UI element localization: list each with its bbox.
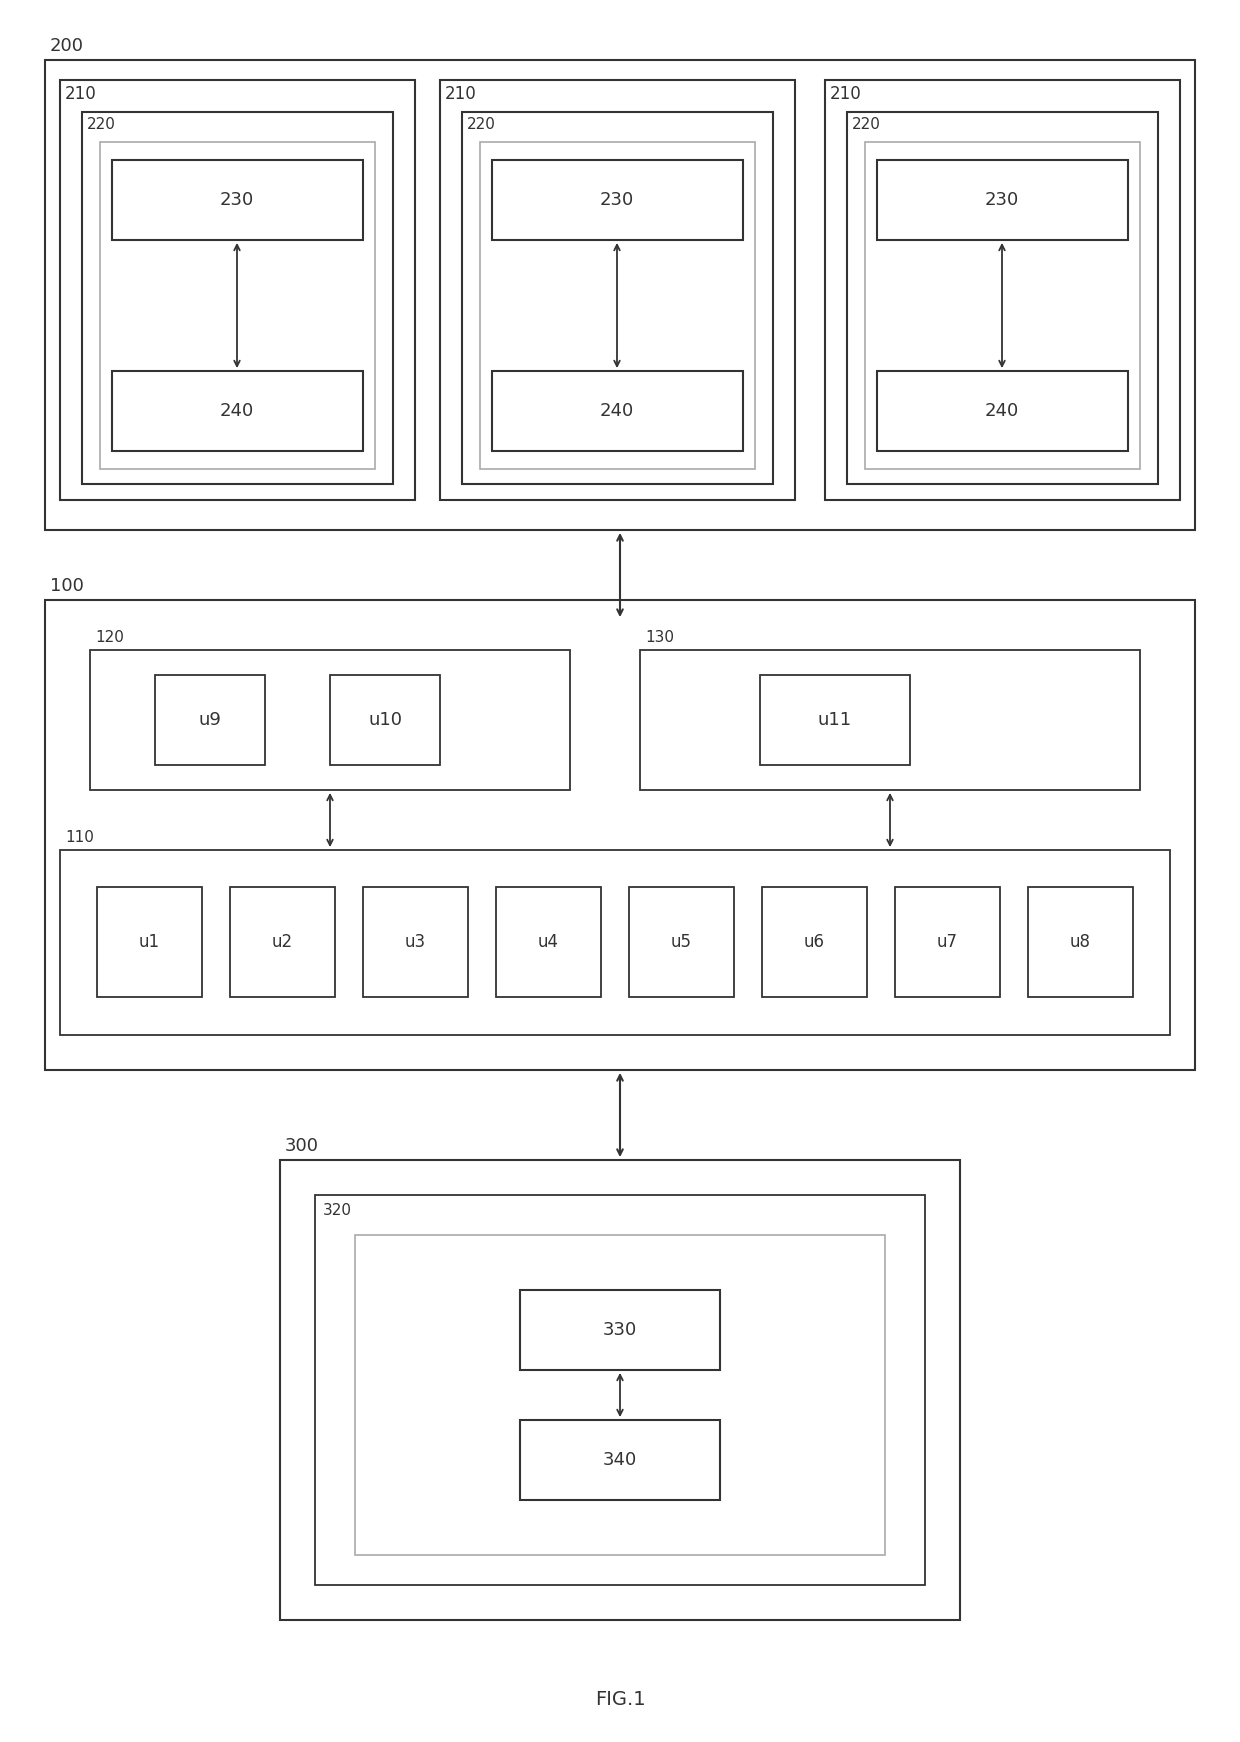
Bar [496, 887, 601, 996]
Bar [1028, 887, 1133, 996]
Text: 320: 320 [322, 1204, 352, 1218]
Bar [100, 143, 374, 469]
Text: 240: 240 [985, 402, 1019, 420]
Text: 230: 230 [600, 192, 634, 209]
Bar [155, 674, 265, 765]
Text: u2: u2 [272, 934, 293, 951]
Bar [463, 111, 773, 484]
Bar [229, 887, 335, 996]
Bar [763, 887, 867, 996]
Bar [82, 111, 393, 484]
Text: FIG.1: FIG.1 [595, 1690, 645, 1709]
Text: 230: 230 [985, 192, 1019, 209]
Text: 330: 330 [603, 1320, 637, 1340]
Text: u6: u6 [804, 934, 825, 951]
Text: 300: 300 [285, 1138, 319, 1155]
Bar [895, 887, 999, 996]
Text: u10: u10 [368, 711, 402, 728]
Bar [760, 674, 910, 765]
Bar [60, 80, 415, 500]
Bar [640, 650, 1140, 791]
Bar [847, 111, 1158, 484]
Bar [866, 143, 1140, 469]
Text: 240: 240 [600, 402, 634, 420]
Text: 210: 210 [64, 85, 97, 103]
Text: 100: 100 [50, 577, 84, 596]
Bar [492, 371, 743, 451]
Bar [363, 887, 467, 996]
Text: u5: u5 [671, 934, 692, 951]
Text: u7: u7 [936, 934, 957, 951]
Bar [480, 143, 755, 469]
Text: u3: u3 [404, 934, 425, 951]
Bar [45, 59, 1195, 530]
Text: u11: u11 [818, 711, 852, 728]
Bar [629, 887, 734, 996]
Bar [91, 650, 570, 791]
Text: 120: 120 [95, 631, 124, 645]
Text: 110: 110 [64, 829, 94, 845]
Text: 200: 200 [50, 37, 84, 56]
Bar [112, 160, 363, 240]
Text: 130: 130 [645, 631, 675, 645]
Text: 340: 340 [603, 1451, 637, 1469]
Bar [97, 887, 202, 996]
Text: u9: u9 [198, 711, 222, 728]
Bar [877, 371, 1128, 451]
Bar [45, 599, 1195, 1070]
Text: 220: 220 [467, 117, 496, 132]
Bar [355, 1235, 885, 1556]
Text: u8: u8 [1069, 934, 1090, 951]
Bar [520, 1291, 720, 1369]
Bar [440, 80, 795, 500]
Bar [492, 160, 743, 240]
Text: 230: 230 [219, 192, 254, 209]
Bar [520, 1420, 720, 1500]
Bar [112, 371, 363, 451]
Text: 210: 210 [830, 85, 862, 103]
Text: 220: 220 [852, 117, 880, 132]
Text: 220: 220 [87, 117, 115, 132]
Bar [330, 674, 440, 765]
Text: u1: u1 [139, 934, 160, 951]
Bar [60, 850, 1171, 1035]
Text: 240: 240 [219, 402, 254, 420]
Text: 210: 210 [445, 85, 476, 103]
Bar [877, 160, 1128, 240]
Bar [280, 1160, 960, 1620]
Text: u4: u4 [537, 934, 558, 951]
Bar [825, 80, 1180, 500]
Bar [315, 1195, 925, 1585]
